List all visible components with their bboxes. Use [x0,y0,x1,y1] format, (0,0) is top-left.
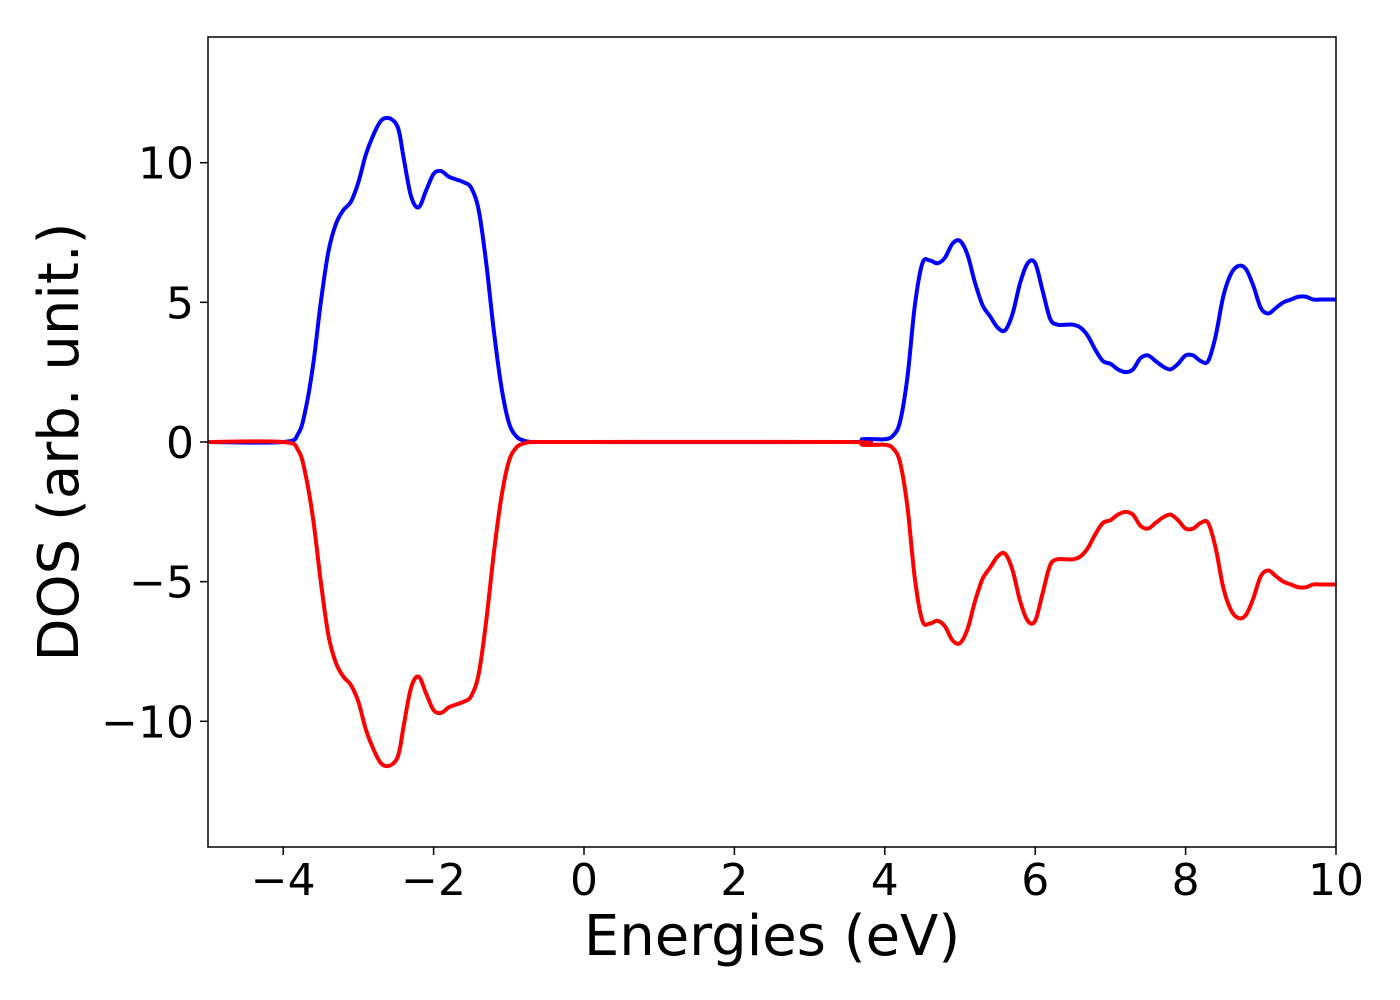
x-tick-label: 6 [1021,855,1049,906]
x-tick-label: 4 [871,855,899,906]
series-group [208,115,1336,769]
x-tick-label: −2 [401,855,466,906]
x-tick-label: 0 [570,855,598,906]
series-line-positive [208,115,1336,445]
x-axis-label: Energies (eV) [584,904,960,969]
y-axis-label: DOS (arb. unit.) [27,222,92,661]
y-axis-ticks: −10 −5 0 5 10 [101,139,208,748]
y-tick-label: −10 [101,697,194,748]
x-tick-label: 8 [1172,855,1200,906]
x-tick-label: 2 [720,855,748,906]
y-tick-label: −5 [129,558,194,609]
y-tick-label: 0 [166,418,194,469]
plot-area [207,36,1337,848]
x-axis-ticks: −4 −2 0 2 4 6 8 10 [251,847,1364,906]
series-line-negative [208,439,1336,769]
x-tick-label: 10 [1308,855,1364,906]
x-tick-label: −4 [251,855,316,906]
y-tick-label: 10 [138,139,194,190]
y-tick-label: 5 [166,278,194,329]
